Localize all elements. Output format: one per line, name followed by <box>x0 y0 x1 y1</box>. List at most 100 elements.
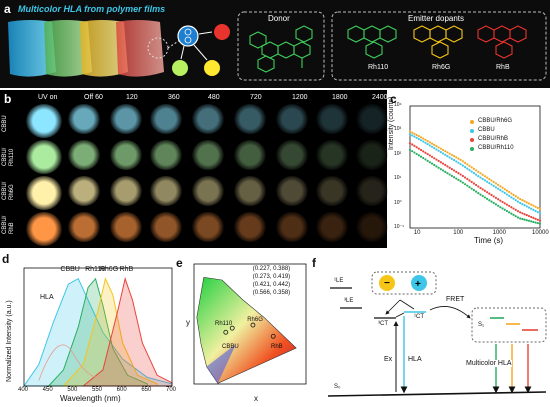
label-s0: S₀ <box>334 384 341 390</box>
cie-coord-text: (0.566, 0.358) <box>252 290 291 296</box>
chart-c-ytick: 10⁻¹ <box>394 224 404 230</box>
label-1ct: ¹CT <box>414 314 424 320</box>
chart-c-ytick: 10⁰ <box>394 199 402 206</box>
chart-c-ytick: 10¹ <box>394 175 402 182</box>
photo-swatch <box>356 176 388 206</box>
chart-c-xtick: 1000 <box>492 230 506 236</box>
time-label: Off 60 <box>84 94 103 101</box>
chart-e-xlabel: x <box>254 394 258 403</box>
photo-swatch <box>26 140 62 174</box>
chart-d-xtick: 400 <box>18 387 29 393</box>
chart-c-xtick: 10 <box>413 230 421 236</box>
photo-swatch <box>192 140 224 170</box>
chart-d-xtick: 650 <box>141 387 152 393</box>
photo-swatch <box>150 140 182 170</box>
dopant-rh6g: Rh6G <box>432 64 451 71</box>
cie-point-label: RhB <box>271 344 283 350</box>
label-multicolor-hla: Multicolor HLA <box>466 360 512 367</box>
panel-b-label: b <box>4 92 12 106</box>
chart-c-xlabel: Time (s) <box>474 236 504 245</box>
chart-e-ylabel: y <box>186 318 190 327</box>
cie-point-label: Rh6G <box>247 317 263 324</box>
photo-swatch <box>68 140 100 170</box>
donor-label: Donor <box>268 14 290 23</box>
photo-swatch <box>356 212 388 242</box>
legend-swatch <box>470 129 474 133</box>
chart-d-xtick: 700 <box>166 387 177 393</box>
time-label: 360 <box>168 94 180 101</box>
photo-swatch <box>110 176 142 206</box>
chart-c-ytick: 10³ <box>394 126 402 133</box>
photo-swatch <box>26 212 62 246</box>
chart-c-ytick: 10⁴ <box>394 102 402 108</box>
photo-swatch <box>68 212 100 242</box>
panel-d-label: d <box>2 252 10 266</box>
chart-c-xtick: 10000 <box>532 230 549 236</box>
time-label: 720 <box>250 94 262 101</box>
label-hla: HLA <box>408 356 422 363</box>
legend-entry: CBBU/RhB <box>478 136 509 142</box>
photo-swatch <box>150 212 182 242</box>
panel-a-title: Multicolor HLA from polymer films <box>18 4 166 14</box>
chart-d-xtick: 450 <box>42 387 53 393</box>
cie-point-label: Rh110 <box>215 321 233 328</box>
time-label: 120 <box>126 94 138 101</box>
cie-point-label: CBBU <box>222 344 239 350</box>
photo-swatch <box>110 212 142 242</box>
series-label: Rh6G <box>99 266 119 273</box>
chart-c-ytick: 10² <box>394 150 402 157</box>
photo-swatch <box>316 140 348 170</box>
emitter-label: Emitter dopants <box>408 14 465 23</box>
panel-a-schematic: a Multicolor HLA from polymer films <box>0 0 550 88</box>
photo-swatch <box>234 104 266 134</box>
photo-swatch <box>234 212 266 242</box>
legend-entry: CBBU/Rh110 <box>478 145 514 151</box>
chart-d-xtick: 550 <box>92 387 103 393</box>
polymer-films-illustration <box>8 11 547 81</box>
dopant-rhb: RhB <box>496 64 510 71</box>
panel-a-label: a <box>4 2 11 16</box>
svg-text:+: + <box>415 279 421 290</box>
chart-d-xlabel: Wavelength (nm) <box>60 394 121 403</box>
label-ex: Ex <box>384 356 393 363</box>
chart-c-xtick: 100 <box>453 230 464 236</box>
panel-c-label: c <box>390 92 397 106</box>
chart-d-xtick: 600 <box>116 387 127 393</box>
photo-swatch <box>192 104 224 134</box>
photo-swatch <box>150 176 182 206</box>
photo-swatch <box>68 104 100 134</box>
label-fret: FRET <box>446 296 465 303</box>
photo-swatch <box>234 176 266 206</box>
panel-f-label: f <box>312 256 316 270</box>
series-label: CBBU <box>60 266 80 273</box>
series-label: RhB <box>119 266 134 273</box>
label-1le: ¹LE <box>334 278 344 284</box>
time-label: UV on <box>38 94 58 101</box>
panel-b-photo-grid: b UV on Off 60 120 360 480 720 1200 1800 2400 360… <box>0 90 428 248</box>
photo-swatch <box>276 212 308 242</box>
photo-swatch <box>316 212 348 242</box>
photo-swatch <box>110 140 142 170</box>
legend-swatch <box>470 147 474 151</box>
time-label: 2400 <box>372 94 388 101</box>
time-label: 480 <box>208 94 220 101</box>
photo-swatch <box>356 140 388 170</box>
label-3le: ³LE <box>344 298 354 304</box>
photo-swatch <box>150 104 182 134</box>
photo-swatch <box>234 140 266 170</box>
photo-swatch <box>316 176 348 206</box>
photo-swatch <box>276 140 308 170</box>
cie-coord-text: (0.421, 0.442) <box>252 282 291 288</box>
photo-swatch <box>276 176 308 206</box>
svg-text:−: − <box>384 278 390 289</box>
time-label: 1200 <box>292 94 308 101</box>
time-label: 3600 s <box>412 94 428 108</box>
panel-e-label: e <box>176 256 183 270</box>
photo-swatch <box>110 104 142 134</box>
legend-swatch <box>470 138 474 142</box>
label-3ct: ³CT <box>378 321 388 327</box>
legend-swatch <box>470 120 474 124</box>
chart-d-xtick: 500 <box>67 387 78 393</box>
legend-entry: CBBU/Rh6G <box>478 118 513 124</box>
